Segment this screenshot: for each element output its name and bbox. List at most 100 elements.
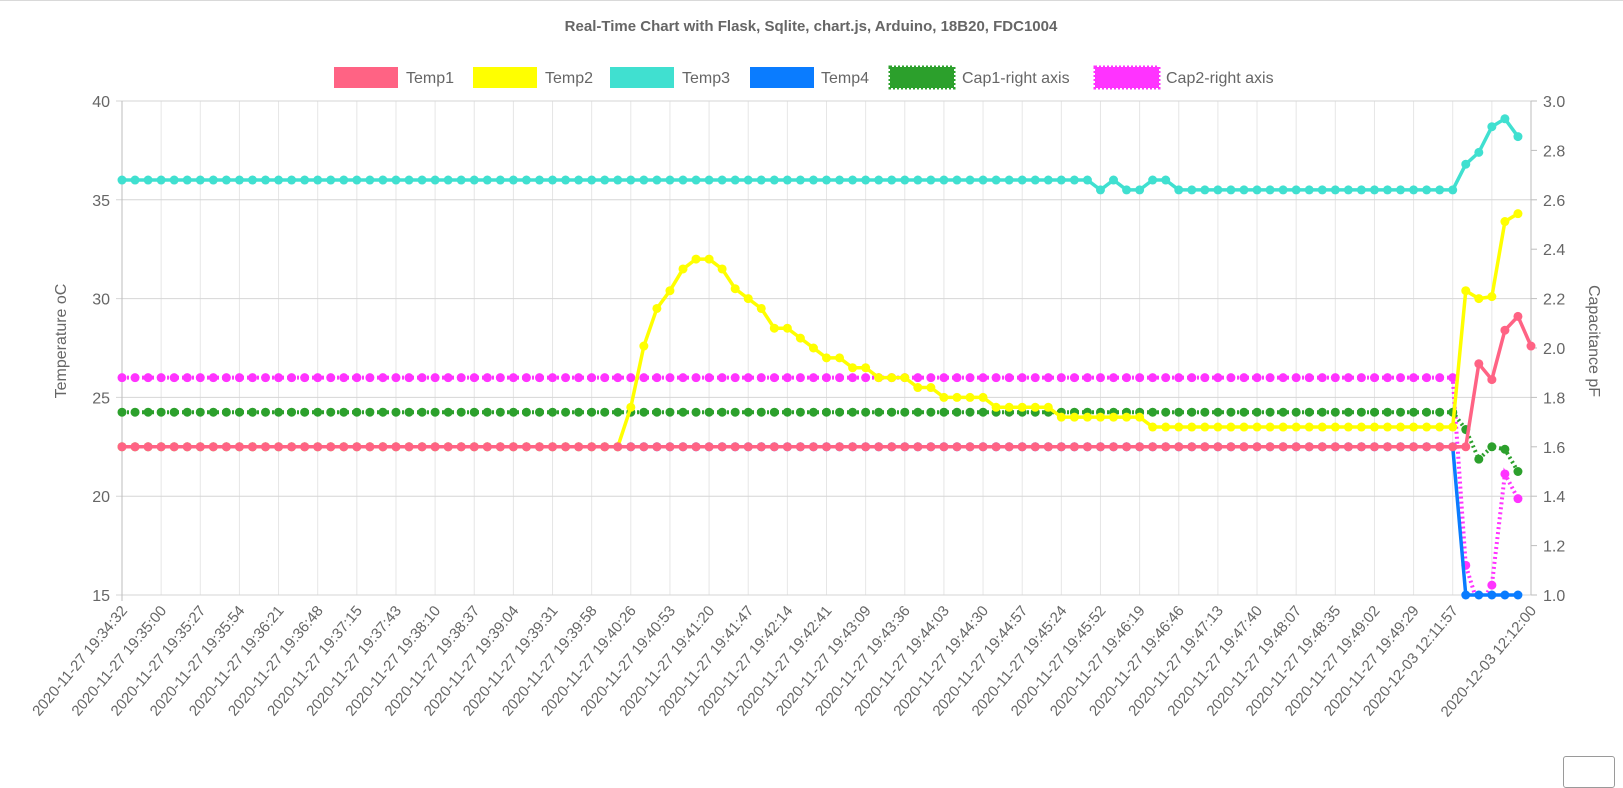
data-point [874,373,884,383]
data-point [548,373,558,383]
data-point [574,442,584,452]
data-point [365,373,375,383]
data-point [926,373,936,383]
data-point [391,442,401,452]
data-point [352,373,362,383]
data-point [978,175,988,185]
data-point [1487,292,1497,302]
data-point [861,442,871,452]
data-point [743,407,753,417]
data-point [978,407,988,417]
legend-item[interactable]: Cap1-right axis [888,65,1070,90]
data-point [1174,185,1184,195]
data-point [717,264,727,274]
data-point [1082,442,1092,452]
data-point [1161,373,1171,383]
data-point [1200,442,1210,452]
data-point [261,373,271,383]
data-point [952,407,962,417]
data-point [1382,373,1392,383]
data-point [691,373,701,383]
data-point [991,373,1001,383]
data-point [1161,175,1171,185]
data-point [391,373,401,383]
data-point [1500,114,1510,124]
data-point [652,175,662,185]
data-point [861,373,871,383]
data-point [1265,442,1275,452]
data-point [143,442,153,452]
data-point [1122,412,1132,422]
data-point [378,442,388,452]
data-point [404,442,414,452]
data-point [1161,422,1171,432]
data-point [287,442,297,452]
data-point [939,442,949,452]
data-point [652,373,662,383]
data-point [1278,185,1288,195]
data-point [1056,175,1066,185]
data-point [1043,402,1053,412]
data-point [339,175,349,185]
legend-item[interactable]: Temp2 [473,67,593,88]
data-point [1330,442,1340,452]
data-point [221,175,231,185]
data-point [1369,442,1379,452]
data-point [1239,442,1249,452]
corner-widget[interactable] [1563,756,1615,788]
data-point [1513,209,1523,219]
data-point [1030,442,1040,452]
data-point [756,407,766,417]
data-point [1409,185,1419,195]
data-point [300,407,310,417]
data-point [1252,373,1262,383]
data-point [1135,185,1145,195]
data-point [1317,422,1327,432]
data-point [1174,407,1184,417]
data-point [1422,422,1432,432]
legend-item[interactable]: Cap2-right axis [1093,65,1274,90]
legend-item[interactable]: Temp1 [334,67,454,88]
y-right-tick-label: 2.0 [1543,341,1565,358]
data-point [247,373,257,383]
data-point [665,373,675,383]
data-point [626,175,636,185]
data-point [404,407,414,417]
data-point [1265,185,1275,195]
data-point [978,373,988,383]
legend-label: Temp4 [821,70,869,87]
data-point [1474,147,1484,157]
data-point [495,373,505,383]
data-point [195,407,205,417]
y-right-tick-label: 1.8 [1543,390,1565,407]
data-point [913,373,923,383]
data-point [130,407,140,417]
data-point [1448,373,1458,383]
legend-swatch-fill [1097,69,1157,86]
data-point [221,407,231,417]
data-point [247,442,257,452]
data-point [326,407,336,417]
data-point [1330,185,1340,195]
data-point [743,442,753,452]
data-point [1317,407,1327,417]
data-point [835,353,845,363]
data-point [169,373,179,383]
data-point [1187,185,1197,195]
legend-swatch [610,67,674,88]
data-point [1435,407,1445,417]
data-point [626,442,636,452]
data-point [339,407,349,417]
data-point [274,442,284,452]
series-cap2-right-axis [117,373,1523,595]
data-point [1422,373,1432,383]
data-point [808,175,818,185]
legend-item[interactable]: Temp3 [610,67,730,88]
data-point [1474,454,1484,464]
legend[interactable]: Temp1 Temp2 Temp3 Temp4 Cap1-right axis Cap2-… [334,65,1274,90]
data-point [234,407,244,417]
data-point [626,373,636,383]
legend-item[interactable]: Temp4 [750,67,869,88]
series-temp1 [117,311,1536,452]
data-point [469,175,479,185]
